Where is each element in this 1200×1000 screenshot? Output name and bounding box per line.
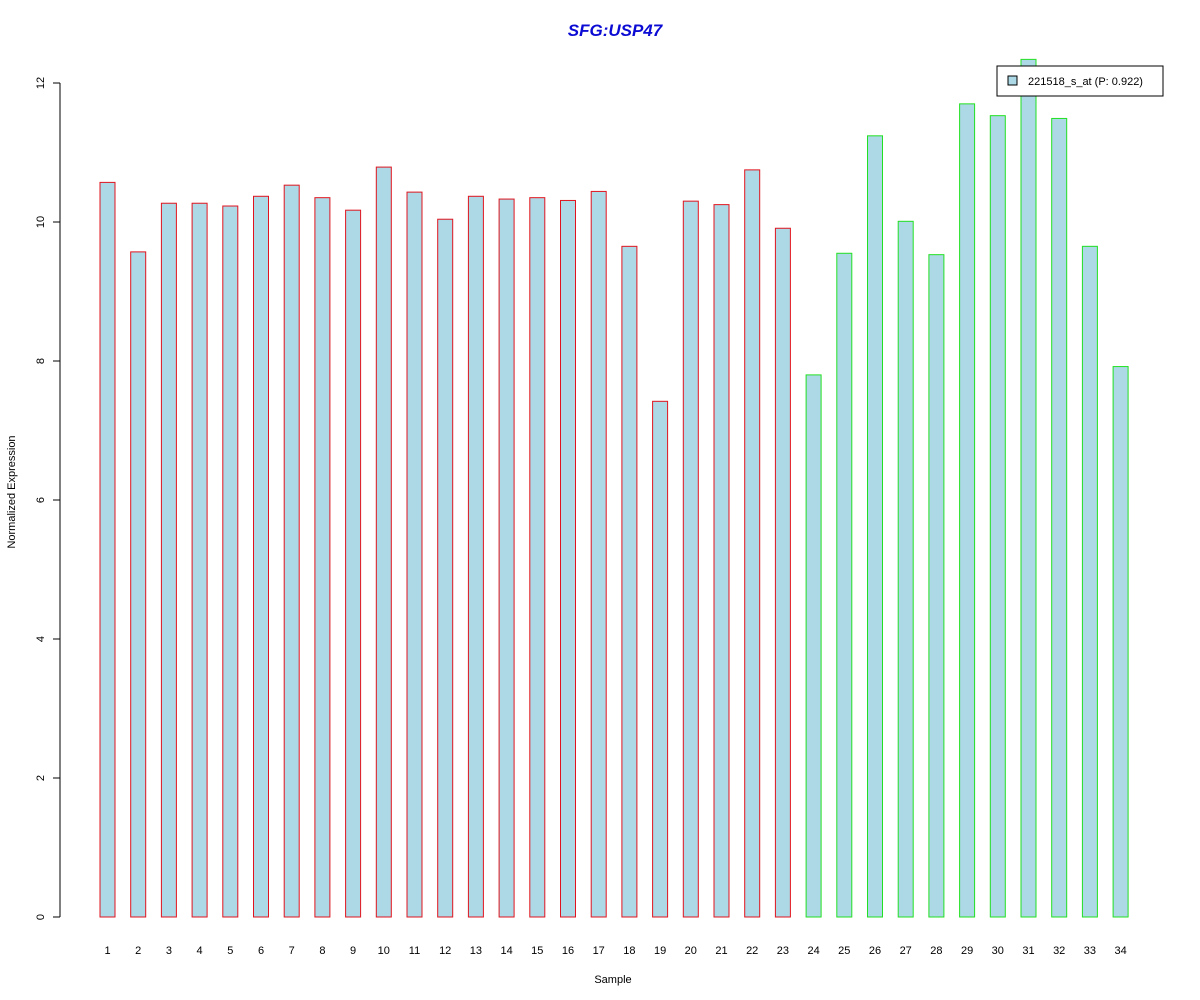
bar bbox=[498, 198, 515, 918]
y-axis: 0 2 4 6 8 10 12 bbox=[35, 77, 61, 920]
y-tick-label: 12 bbox=[35, 77, 47, 89]
bar bbox=[744, 169, 761, 918]
bar bbox=[1112, 366, 1129, 918]
x-tick-label: 28 bbox=[930, 945, 942, 957]
x-tick-labels: 1 2 3 4 5 6 7 8 9 10 11 12 13 14 15 16 17 18 19 20 21 22 23 24 2… bbox=[104, 945, 1126, 957]
bar bbox=[130, 251, 147, 918]
bar bbox=[99, 181, 116, 918]
x-tick-label: 21 bbox=[715, 945, 727, 957]
bar bbox=[867, 135, 883, 918]
x-tick-label: 9 bbox=[350, 945, 356, 957]
legend-swatch bbox=[1007, 75, 1018, 86]
bar bbox=[928, 254, 945, 918]
x-tick-label: 5 bbox=[227, 945, 233, 957]
bar bbox=[160, 202, 177, 918]
bar bbox=[375, 166, 392, 918]
x-tick-label: 19 bbox=[654, 945, 666, 957]
x-tick-label: 11 bbox=[409, 945, 420, 957]
x-tick-label: 14 bbox=[500, 945, 512, 957]
x-tick-label: 31 bbox=[1022, 945, 1034, 957]
x-tick-label: 20 bbox=[685, 945, 697, 957]
bar bbox=[1020, 58, 1037, 918]
bar bbox=[682, 200, 699, 918]
x-tick-label: 18 bbox=[623, 945, 635, 957]
x-tick-label: 15 bbox=[531, 945, 543, 957]
bar bbox=[222, 205, 239, 918]
x-tick-label: 13 bbox=[470, 945, 482, 957]
x-tick-label: 17 bbox=[593, 945, 605, 957]
bar bbox=[283, 184, 300, 918]
bar bbox=[836, 252, 853, 918]
x-tick-label: 4 bbox=[197, 945, 203, 957]
x-tick-label: 7 bbox=[289, 945, 295, 957]
y-tick-label: 10 bbox=[35, 216, 47, 228]
y-tick-label: 4 bbox=[35, 636, 47, 642]
bar bbox=[590, 190, 607, 918]
y-tick-label: 0 bbox=[35, 914, 47, 920]
bars-group bbox=[99, 58, 1129, 918]
bar bbox=[897, 220, 914, 918]
x-tick-label: 10 bbox=[378, 945, 390, 957]
bar bbox=[314, 197, 331, 918]
x-tick-label: 1 bbox=[104, 945, 110, 957]
bar bbox=[529, 197, 546, 918]
y-axis-label: Normalized Expression bbox=[6, 435, 18, 548]
bar bbox=[1081, 245, 1098, 918]
x-tick-label: 26 bbox=[869, 945, 881, 957]
x-tick-label: 12 bbox=[439, 945, 451, 957]
x-tick-label: 32 bbox=[1053, 945, 1065, 957]
bar bbox=[621, 245, 638, 918]
bar bbox=[406, 191, 423, 918]
x-tick-label: 30 bbox=[992, 945, 1004, 957]
legend: 221518_s_at (P: 0.922) bbox=[996, 65, 1164, 97]
legend-label: 221518_s_at (P: 0.922) bbox=[1028, 76, 1143, 88]
bar bbox=[652, 400, 669, 918]
bar bbox=[345, 209, 362, 918]
x-tick-label: 3 bbox=[166, 945, 172, 957]
x-tick-label: 24 bbox=[807, 945, 819, 957]
bar bbox=[560, 199, 576, 918]
x-tick-label: 8 bbox=[319, 945, 325, 957]
x-tick-label: 2 bbox=[135, 945, 141, 957]
bar bbox=[959, 103, 976, 918]
x-tick-label: 22 bbox=[746, 945, 758, 957]
legend-box bbox=[996, 65, 1164, 97]
x-tick-label: 16 bbox=[562, 945, 574, 957]
y-tick-label: 8 bbox=[35, 358, 47, 364]
x-tick-label: 23 bbox=[777, 945, 789, 957]
bar bbox=[805, 374, 822, 918]
bar bbox=[253, 195, 269, 918]
x-tick-label: 34 bbox=[1114, 945, 1126, 957]
x-tick-label: 29 bbox=[961, 945, 973, 957]
x-tick-label: 6 bbox=[258, 945, 264, 957]
bar bbox=[467, 195, 484, 918]
y-tick-label: 2 bbox=[35, 775, 47, 781]
x-axis-label: Sample bbox=[594, 974, 631, 986]
x-tick-label: 33 bbox=[1084, 945, 1096, 957]
x-tick-label: 27 bbox=[900, 945, 912, 957]
bar bbox=[774, 227, 791, 918]
x-tick-label: 25 bbox=[838, 945, 850, 957]
bar bbox=[1051, 117, 1068, 918]
bar bbox=[437, 218, 454, 918]
bar bbox=[191, 202, 208, 918]
bar bbox=[713, 204, 730, 918]
chart-title: SFG:USP47 bbox=[568, 21, 664, 40]
bar bbox=[989, 115, 1006, 918]
y-tick-label: 6 bbox=[35, 497, 47, 503]
